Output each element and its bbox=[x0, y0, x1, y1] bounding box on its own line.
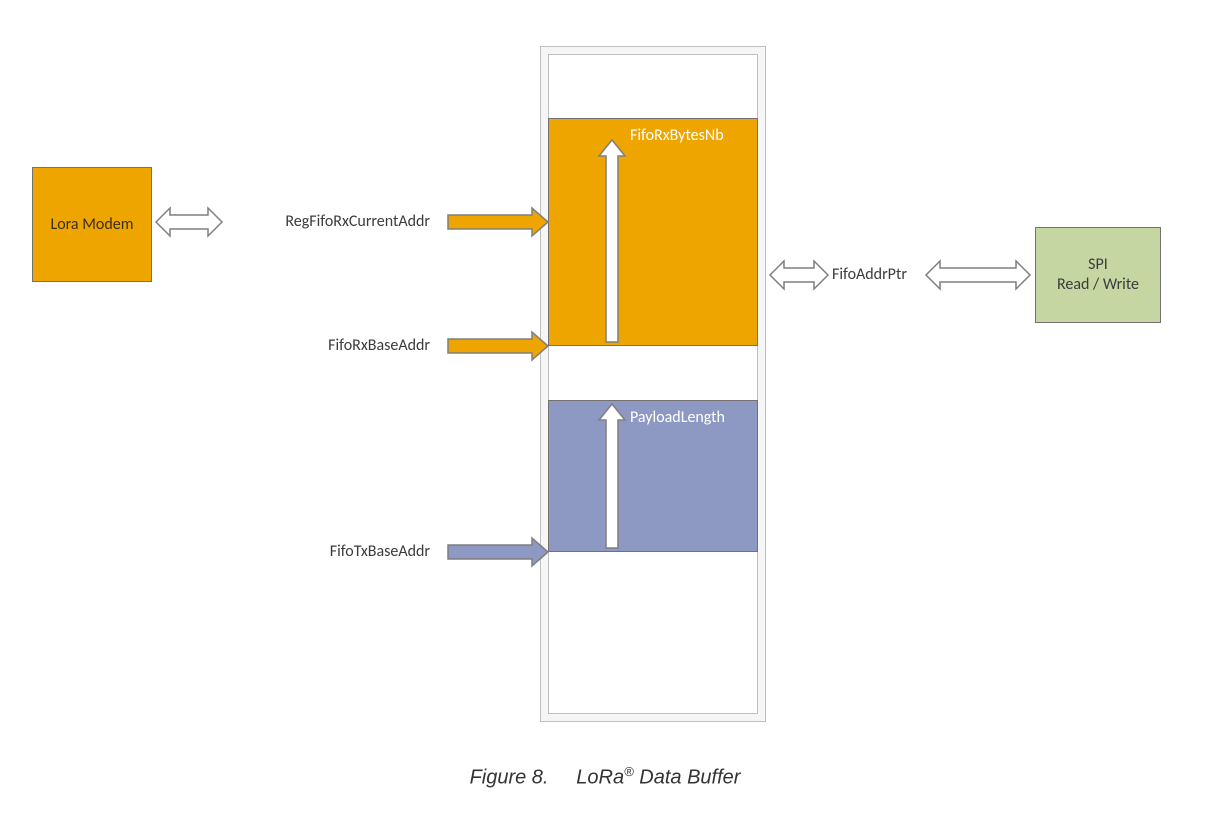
caption-title-lead: LoRa bbox=[576, 767, 624, 789]
arrows-overlay bbox=[0, 0, 1210, 820]
caption-prefix: Figure 8. bbox=[470, 767, 549, 789]
figure-caption: Figure 8. LoRa® Data Buffer bbox=[0, 764, 1210, 790]
caption-title-tail: Data Buffer bbox=[634, 767, 741, 789]
caption-registered: ® bbox=[624, 764, 634, 779]
diagram-canvas: Lora Modem SPI Read / Write FifoRxBytesN… bbox=[0, 0, 1210, 820]
